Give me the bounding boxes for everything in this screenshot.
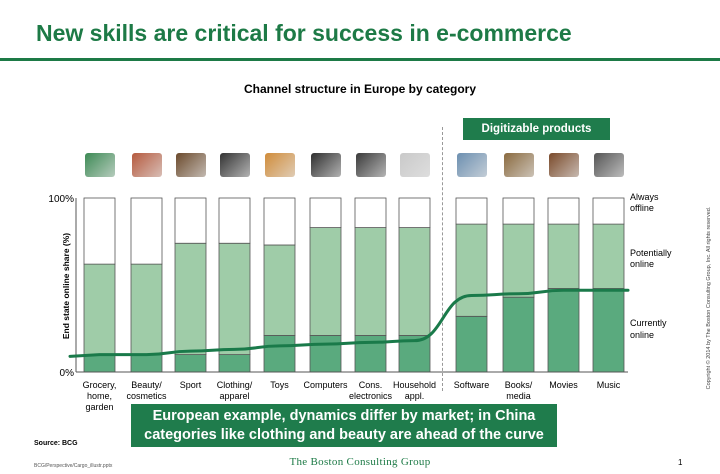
bar-currently-online [592,288,625,373]
clothing-icon [219,153,250,177]
bar-currently-online [218,354,251,373]
bar-always-offline [309,197,342,228]
category-label: Sport [180,380,202,390]
callout-line-1: European example, dynamics differ by mar… [152,408,536,424]
digitizable-products-badge: Digitizable products [463,118,610,140]
title-divider [0,58,720,61]
bar-potentially-online [130,263,163,355]
bar-currently-online [547,288,580,373]
bar-always-offline [502,197,535,225]
bar-potentially-online [592,223,625,289]
software-icon [456,153,487,177]
bar-currently-online [455,315,488,373]
bar-potentially-online [398,227,431,336]
bar-currently-online [309,335,342,373]
bar-potentially-online [354,227,387,336]
category-label: appl. [405,391,425,401]
bar-always-offline [174,197,207,244]
bar-always-offline [592,197,625,225]
page-number: 1 [678,458,683,467]
category-label: cosmetics [126,391,167,401]
bar-potentially-online [455,223,488,317]
category-label: Cons. [359,380,383,390]
sport-icon [175,153,206,177]
category-label: media [506,391,531,401]
category-label: apparel [219,391,249,401]
category-label: Household [393,380,436,390]
category-label: Grocery, [83,380,117,390]
y-tick-label: 100% [48,194,74,205]
bar-always-offline [130,197,163,265]
legend-label: Always [630,192,659,202]
bar-currently-online [502,296,535,373]
bar-always-offline [263,197,296,246]
category-label: Beauty/ [131,380,162,390]
digitizable-divider [442,127,443,391]
bar-always-offline [218,197,251,244]
phone-icon [355,153,386,177]
category-label: garden [85,402,113,412]
category-label: Music [597,380,621,390]
trend-line [68,288,630,358]
bar-potentially-online [502,223,535,298]
slide-title: New skills are critical for success in e… [36,20,572,46]
books-icon [503,153,534,177]
legend-label: offline [630,203,654,213]
category-label: Toys [270,380,289,390]
file-path: BCG/Perspective/Cargo_illustr.pptx [34,463,113,469]
legend-label: Currently [630,318,667,328]
bar-potentially-online [174,242,207,356]
cosmetics-icon [131,153,162,177]
watering-can-icon [84,153,115,177]
bar-always-offline [547,197,580,225]
category-label: Clothing/ [217,380,253,390]
callout-box: European example, dynamics differ by mar… [131,404,557,447]
movies-icon [548,153,579,177]
bar-potentially-online [547,223,580,289]
bar-always-offline [398,197,431,228]
legend-label: online [630,259,654,269]
bar-always-offline [354,197,387,228]
toys-icon [264,153,295,177]
legend-label: online [630,330,654,340]
category-label: Software [454,380,490,390]
appliance-icon [399,153,430,177]
bar-potentially-online [218,242,251,356]
bar-potentially-online [309,227,342,336]
bar-potentially-online [83,263,116,355]
bar-always-offline [83,197,116,265]
bar-currently-online [130,354,163,373]
y-axis-label: End state online share (%) [61,233,71,339]
bar-currently-online [83,354,116,373]
category-label: Computers [303,380,348,390]
source-note: Source: BCG [34,440,78,447]
category-label: Movies [549,380,578,390]
footer-brand: The Boston Consulting Group [289,456,431,468]
callout-line-2: categories like clothing and beauty are … [144,427,544,443]
music-icon [593,153,624,177]
category-label: home, [87,391,112,401]
category-label: electronics [349,391,393,401]
chart-title: Channel structure in Europe by category [243,82,477,96]
bar-potentially-online [263,244,296,336]
legend-label: Potentially [630,248,672,258]
y-tick-label: 0% [60,368,75,379]
bar-always-offline [455,197,488,225]
bar-currently-online [174,354,207,373]
computer-icon [310,153,341,177]
copyright-note: Copyright © 2014 by The Boston Consultin… [706,206,712,390]
category-label: Books/ [505,380,533,390]
bar-currently-online [263,335,296,373]
